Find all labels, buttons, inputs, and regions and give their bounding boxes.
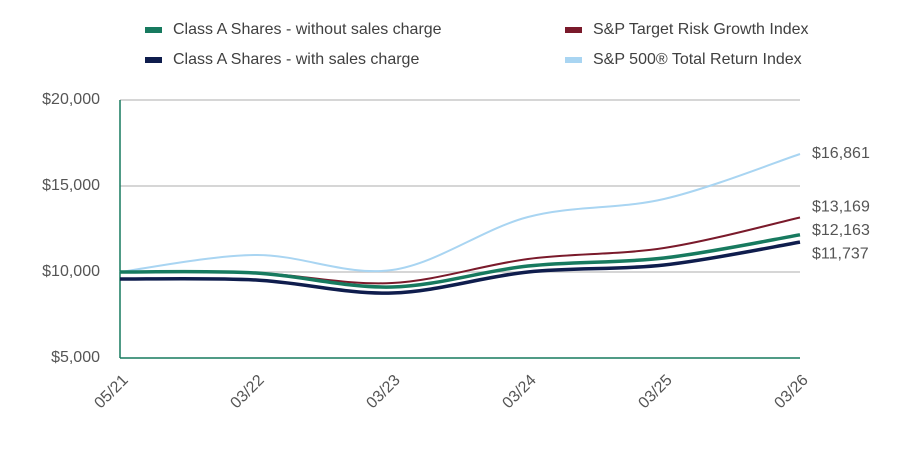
legend: Class A Shares - without sales charge Cla… [145, 21, 809, 68]
y-tick-label: $15,000 [42, 177, 100, 194]
y-tick-label: $20,000 [42, 91, 100, 108]
data-label: $12,163 [812, 222, 870, 239]
series-line [119, 153, 801, 273]
legend-swatch [565, 27, 582, 33]
data-label: $16,861 [812, 145, 870, 162]
data-label: $11,737 [812, 245, 869, 262]
legend-label: S&P Target Risk Growth Index [593, 21, 809, 38]
data-label: $13,169 [812, 199, 870, 216]
x-tick-label: 03/24 [499, 372, 539, 412]
legend-label: S&P 500® Total Return Index [593, 51, 802, 68]
y-tick-label: $5,000 [51, 349, 100, 366]
legend-label: Class A Shares - with sales charge [173, 51, 419, 68]
x-tick-label: 03/25 [635, 372, 675, 412]
series-line [119, 233, 801, 289]
legend-label: Class A Shares - without sales charge [173, 21, 442, 38]
legend-swatch [145, 57, 162, 63]
x-tick-label: 03/23 [363, 372, 403, 412]
y-tick-label: $10,000 [42, 263, 100, 280]
x-tick-label: 05/21 [91, 372, 131, 412]
series-line [119, 240, 801, 295]
x-tick-label: 03/22 [227, 372, 267, 412]
legend-swatch [565, 57, 582, 63]
legend-swatch [145, 27, 162, 33]
x-tick-label: 03/26 [771, 372, 811, 412]
